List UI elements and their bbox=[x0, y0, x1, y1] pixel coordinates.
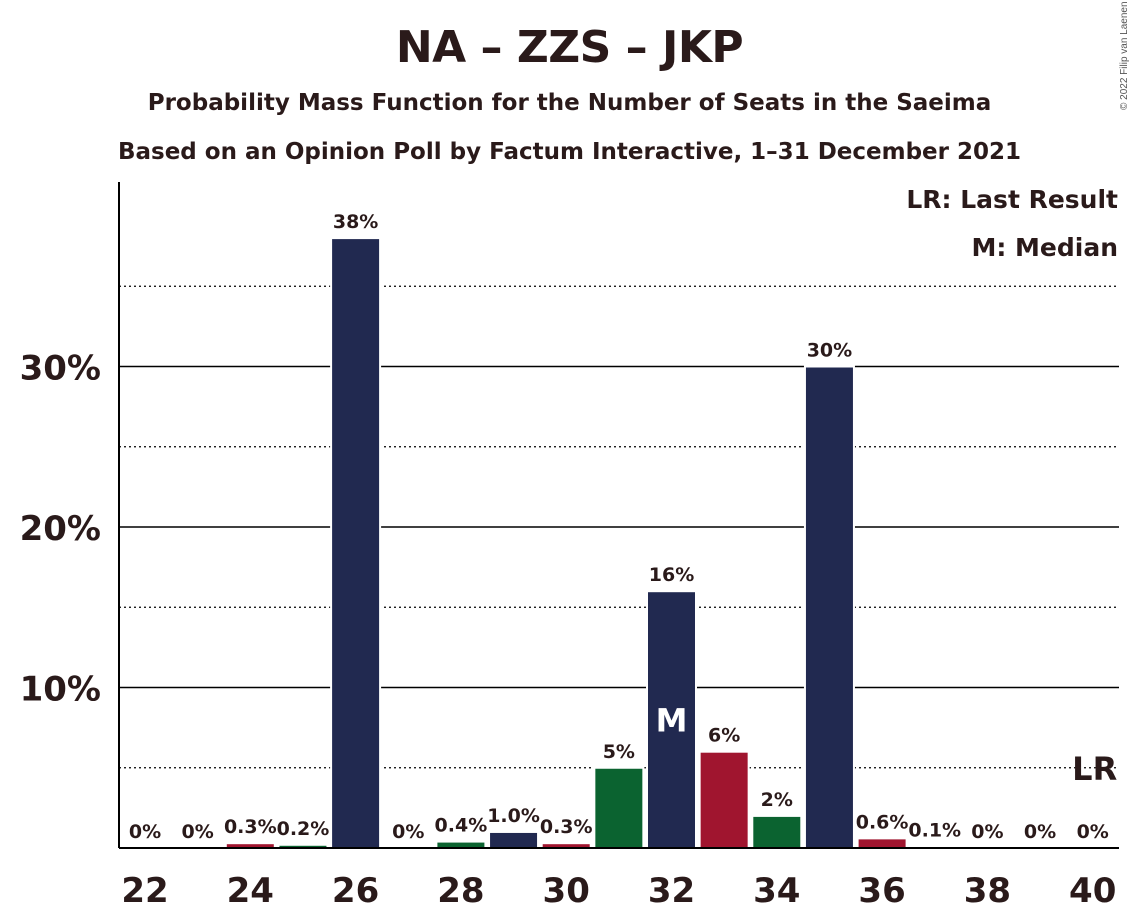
bar bbox=[330, 237, 382, 850]
bar-value-label: 0% bbox=[1024, 821, 1056, 843]
bar-value-label: 0.1% bbox=[908, 819, 961, 841]
bar-value-label: 0.3% bbox=[224, 816, 277, 838]
bar-value-label: 2% bbox=[761, 789, 793, 811]
bar-value-label: 1.0% bbox=[487, 805, 540, 827]
bar bbox=[646, 590, 697, 849]
x-tick-label: 38 bbox=[964, 871, 1011, 911]
bar-value-label: 6% bbox=[708, 725, 740, 747]
legend-last-result: LR: Last Result bbox=[906, 185, 1118, 214]
chart-title: NA – ZZS – JKP bbox=[395, 22, 744, 73]
bar-value-label: 16% bbox=[649, 564, 694, 586]
y-tick-label: 20% bbox=[20, 509, 101, 549]
bar bbox=[803, 365, 855, 849]
bar-value-label: 0% bbox=[182, 821, 214, 843]
chart-source-line: Based on an Opinion Poll by Factum Inter… bbox=[117, 139, 1022, 165]
bar-value-label: 0.3% bbox=[540, 816, 593, 838]
x-tick-label: 24 bbox=[227, 871, 274, 911]
chart-subtitle: Probability Mass Function for the Number… bbox=[147, 90, 992, 116]
x-tick-label: 40 bbox=[1069, 871, 1116, 911]
x-tick-label: 36 bbox=[858, 871, 905, 911]
legend-median: M: Median bbox=[971, 233, 1118, 262]
bar-value-label: 0% bbox=[392, 821, 424, 843]
x-tick-label: 26 bbox=[332, 871, 379, 911]
bar bbox=[593, 766, 645, 849]
x-tick-label: 34 bbox=[753, 871, 800, 911]
x-tick-label: 22 bbox=[121, 871, 168, 911]
bar-value-label: 0.2% bbox=[277, 818, 330, 840]
bar-value-label: 0% bbox=[1077, 821, 1109, 843]
bar-value-label: 5% bbox=[603, 741, 635, 763]
bar-value-label: 0% bbox=[971, 821, 1003, 843]
bar-value-label: 38% bbox=[333, 211, 378, 233]
bar-value-label: 30% bbox=[807, 340, 852, 362]
bar-value-label: 0% bbox=[129, 821, 161, 843]
y-tick-label: 30% bbox=[20, 349, 101, 389]
median-marker: M bbox=[656, 702, 688, 740]
x-tick-label: 30 bbox=[543, 871, 590, 911]
y-tick-label: 10% bbox=[20, 670, 101, 710]
x-tick-label: 28 bbox=[437, 871, 484, 911]
last-result-marker: LR bbox=[1072, 750, 1117, 788]
bar-value-label: 0.4% bbox=[435, 815, 488, 837]
bar bbox=[856, 837, 908, 849]
bar bbox=[698, 750, 750, 850]
bar bbox=[751, 814, 803, 850]
x-tick-label: 32 bbox=[648, 871, 695, 911]
bar-value-label: 0.6% bbox=[856, 811, 909, 833]
bar bbox=[488, 830, 540, 850]
